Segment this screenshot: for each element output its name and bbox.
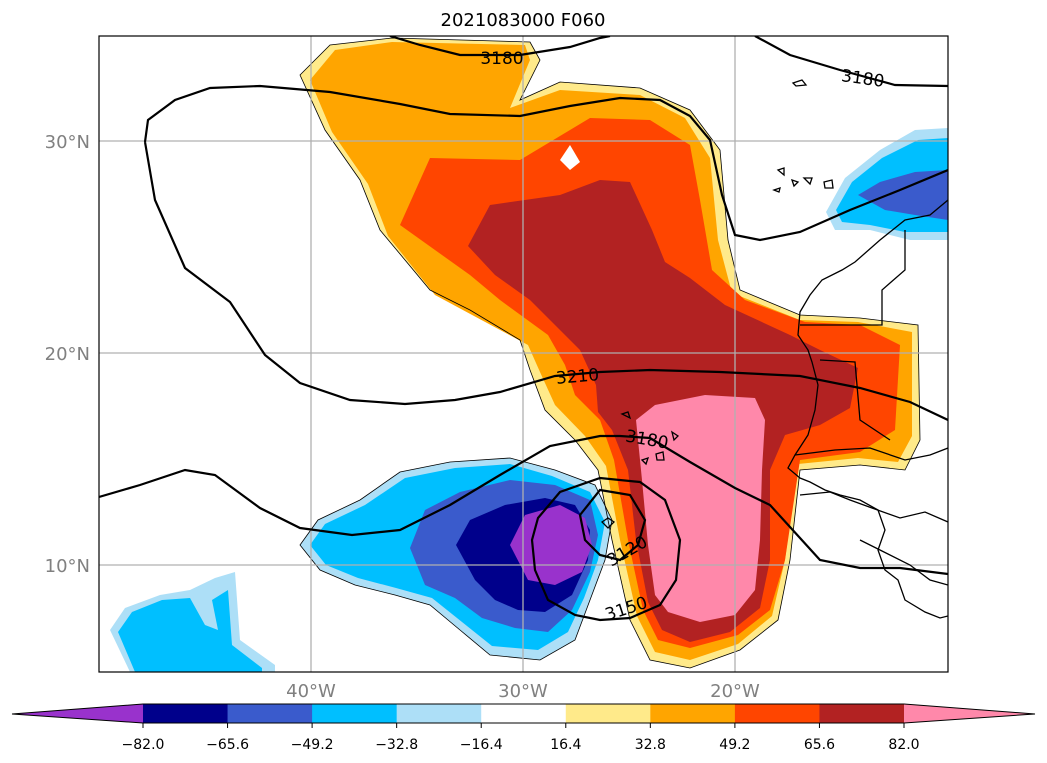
colorbar-tick-label: −49.2 bbox=[291, 737, 334, 753]
colorbar-segment bbox=[819, 704, 905, 723]
coastlines bbox=[600, 79, 948, 619]
border-west-africa-3 bbox=[859, 539, 948, 586]
colorbar-tick-label: 16.4 bbox=[550, 737, 581, 753]
colorbar-segment bbox=[396, 704, 482, 723]
contour-3180-northeast bbox=[754, 36, 948, 88]
map-frame bbox=[98, 35, 949, 673]
graticule bbox=[99, 36, 948, 672]
colorbar-tick-label: 65.6 bbox=[804, 737, 835, 753]
contour-3120 bbox=[578, 488, 647, 562]
contour-3210 bbox=[143, 84, 948, 421]
colorbar-segment bbox=[481, 704, 567, 723]
colorbar-tick-label: −32.8 bbox=[375, 737, 418, 753]
colorbar-tick-label: 82.0 bbox=[888, 737, 919, 753]
contour-3150 bbox=[530, 476, 682, 622]
colorbar-segment bbox=[227, 704, 313, 723]
colorbar-segments bbox=[143, 704, 905, 723]
lon-label-20w: 20°W bbox=[710, 681, 760, 702]
colorbar-ticks: −82.0 −65.6 −49.2 −32.8 −16.4 16.4 32.8 49.2 65.… bbox=[122, 723, 920, 753]
colorbar-segment bbox=[143, 704, 229, 723]
colorbar-tick-label: −82.0 bbox=[122, 737, 165, 753]
map-panel: 3180 3180 3210 3180 3120 3150 bbox=[98, 35, 949, 673]
border-mauritania bbox=[819, 359, 891, 441]
colorbar-tick-label: −65.6 bbox=[206, 737, 249, 753]
contour-3180-north bbox=[389, 36, 611, 57]
cape-verde-islands bbox=[620, 411, 680, 466]
colorbar-segment bbox=[312, 704, 398, 723]
border-west-africa-2 bbox=[799, 491, 948, 523]
colorbar-segment bbox=[650, 704, 736, 723]
lat-label-20n: 20°N bbox=[45, 344, 90, 365]
colorbar: −82.0 −65.6 −49.2 −32.8 −16.4 16.4 32.8 49.2 65.… bbox=[11, 703, 1036, 753]
anomaly-outline-pos bbox=[299, 37, 921, 669]
contour-label: 3180 bbox=[480, 49, 523, 69]
latitude-labels: 30°N 20°N 10°N bbox=[45, 132, 90, 577]
lon-label-40w: 40°W bbox=[286, 681, 336, 702]
anomaly-neg-sw-33 bbox=[118, 590, 262, 672]
madeira-island bbox=[791, 79, 808, 87]
colorbar-tick-label: 49.2 bbox=[719, 737, 750, 753]
border-west-africa-1 bbox=[794, 447, 948, 461]
anomaly-pos-pocket bbox=[560, 145, 580, 170]
anomaly-outline-neg bbox=[299, 457, 613, 661]
canary-islands bbox=[772, 167, 834, 193]
colorbar-segment bbox=[734, 704, 820, 723]
filled-anomaly-layer bbox=[99, 36, 948, 672]
contour-label: 3210 bbox=[555, 365, 600, 389]
small-island bbox=[600, 517, 616, 529]
colorbar-over-extension bbox=[904, 704, 1035, 723]
figure-title: 2021083000 F060 bbox=[441, 10, 606, 31]
border-west-sahara bbox=[800, 230, 906, 326]
colorbar-under-extension bbox=[12, 704, 143, 723]
colorbar-segment bbox=[565, 704, 651, 723]
contour-3180-south bbox=[99, 434, 948, 576]
lon-label-30w: 30°W bbox=[498, 681, 548, 702]
anomaly-neg-ne-49 bbox=[858, 170, 948, 220]
height-contours bbox=[99, 36, 948, 622]
lat-label-10n: 10°N bbox=[45, 556, 90, 577]
colorbar-tick-label: −16.4 bbox=[460, 737, 503, 753]
longitude-labels: 40°W 30°W 20°W bbox=[286, 681, 760, 702]
colorbar-tick-label: 32.8 bbox=[635, 737, 666, 753]
anomaly-pos-82 bbox=[636, 395, 765, 622]
lat-label-30n: 30°N bbox=[45, 132, 90, 153]
